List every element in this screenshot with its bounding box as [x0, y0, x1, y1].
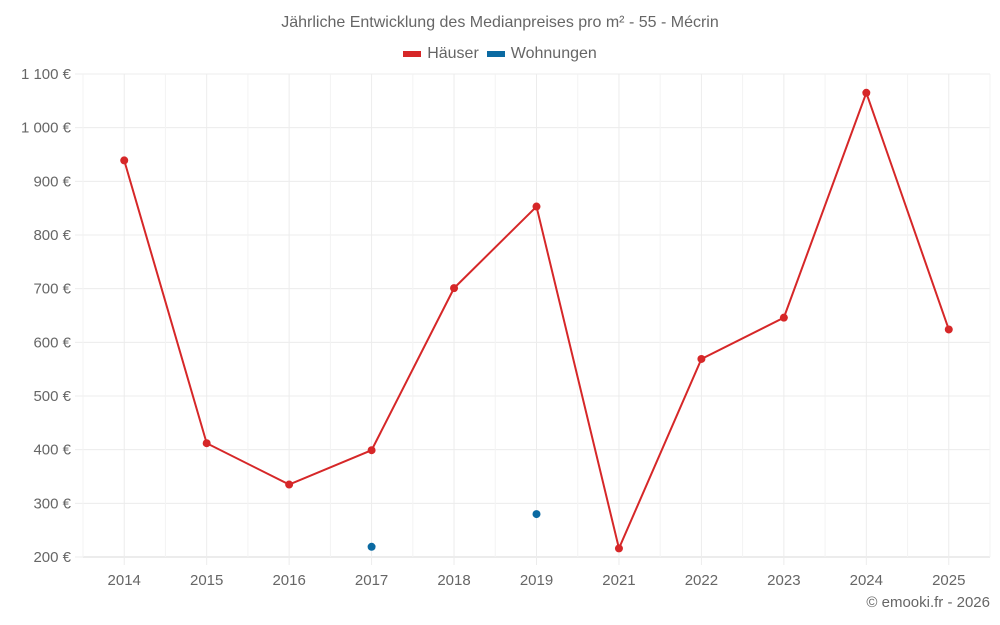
x-tick-label: 2019 — [520, 572, 553, 589]
x-tick-label: 2017 — [355, 572, 388, 589]
data-point[interactable] — [862, 88, 871, 97]
data-point[interactable] — [450, 284, 459, 293]
legend-item-haeuser[interactable]: Häuser — [403, 45, 479, 63]
y-tick-label: 400 € — [33, 442, 71, 459]
x-tick-label: 2016 — [272, 572, 305, 589]
y-tick-label: 1 000 € — [21, 120, 72, 137]
y-tick-label: 500 € — [33, 388, 71, 405]
data-point[interactable] — [779, 313, 788, 322]
data-point[interactable] — [532, 202, 541, 211]
data-point[interactable] — [120, 156, 129, 165]
y-tick-label: 1 100 € — [21, 66, 72, 83]
legend-swatch-wohnungen-icon — [486, 51, 505, 57]
data-point[interactable] — [614, 544, 623, 553]
y-axis: 200 € 300 € 400 € 500 € 600 € 700 € 800 € 900 €… — [21, 66, 72, 566]
data-point[interactable] — [697, 354, 706, 363]
copyright-credit: © emooki.fr - 2026 — [866, 594, 990, 611]
y-tick-label: 800 € — [33, 227, 71, 244]
data-point[interactable] — [532, 510, 541, 519]
x-tick-label: 2018 — [437, 572, 470, 589]
x-tick-label: 2014 — [108, 572, 141, 589]
y-tick-label: 700 € — [33, 281, 71, 298]
y-tick-label: 200 € — [33, 549, 71, 566]
legend-item-wohnungen[interactable]: Wohnungen — [486, 45, 597, 63]
data-point[interactable] — [285, 480, 294, 489]
x-tick-label: 2023 — [767, 572, 800, 589]
x-tick-label: 2022 — [685, 572, 718, 589]
x-tick-label: 2015 — [190, 572, 223, 589]
data-point[interactable] — [367, 542, 376, 551]
data-point[interactable] — [202, 439, 211, 448]
y-tick-label: 300 € — [33, 495, 71, 512]
x-axis: 2014 2015 2016 2017 2018 2019 2021 2022 2023 2024… — [108, 572, 966, 589]
legend: Häuser Wohnungen — [0, 45, 1000, 63]
data-point[interactable] — [367, 446, 376, 455]
series-layer — [120, 88, 953, 553]
chart-title: Jährliche Entwicklung des Medianpreises … — [281, 14, 719, 31]
x-tick-label: 2024 — [850, 572, 883, 589]
x-tick-label: 2021 — [602, 572, 635, 589]
legend-label-wohnungen: Wohnungen — [510, 45, 597, 62]
x-tick-label: 2025 — [932, 572, 965, 589]
legend-label-haeuser: Häuser — [427, 45, 479, 62]
grid — [75, 73, 991, 565]
legend-swatch-haeuser-icon — [403, 51, 422, 57]
y-tick-label: 600 € — [33, 334, 71, 351]
data-point[interactable] — [944, 325, 953, 334]
y-tick-label: 900 € — [33, 173, 71, 190]
